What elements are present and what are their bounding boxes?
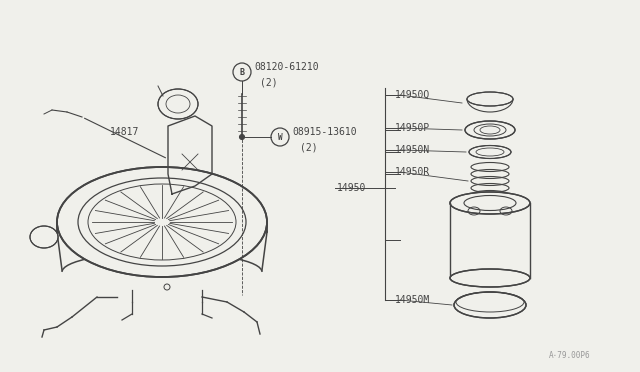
Circle shape [155, 215, 169, 229]
Text: 14950P: 14950P [395, 123, 430, 133]
Ellipse shape [450, 269, 530, 287]
Ellipse shape [57, 167, 267, 277]
Text: 14950N: 14950N [395, 145, 430, 155]
Text: 14950Q: 14950Q [395, 90, 430, 100]
Text: 14817: 14817 [110, 127, 140, 137]
Text: 08915-13610: 08915-13610 [292, 127, 356, 137]
Ellipse shape [450, 192, 530, 214]
Circle shape [487, 198, 493, 204]
Text: (2): (2) [300, 142, 317, 152]
Ellipse shape [467, 92, 513, 106]
Text: B: B [239, 67, 244, 77]
Text: (2): (2) [260, 77, 278, 87]
Text: 08120-61210: 08120-61210 [254, 62, 319, 72]
Ellipse shape [158, 89, 198, 119]
Text: 14950M: 14950M [395, 295, 430, 305]
Ellipse shape [30, 226, 58, 248]
Ellipse shape [454, 292, 526, 318]
Ellipse shape [465, 121, 515, 139]
Text: W: W [278, 132, 282, 141]
Circle shape [239, 135, 244, 140]
Text: 14950: 14950 [337, 183, 366, 193]
Text: A⋅79.00P6: A⋅79.00P6 [548, 350, 590, 359]
Ellipse shape [469, 145, 511, 158]
Circle shape [159, 219, 165, 225]
Text: 14950R: 14950R [395, 167, 430, 177]
